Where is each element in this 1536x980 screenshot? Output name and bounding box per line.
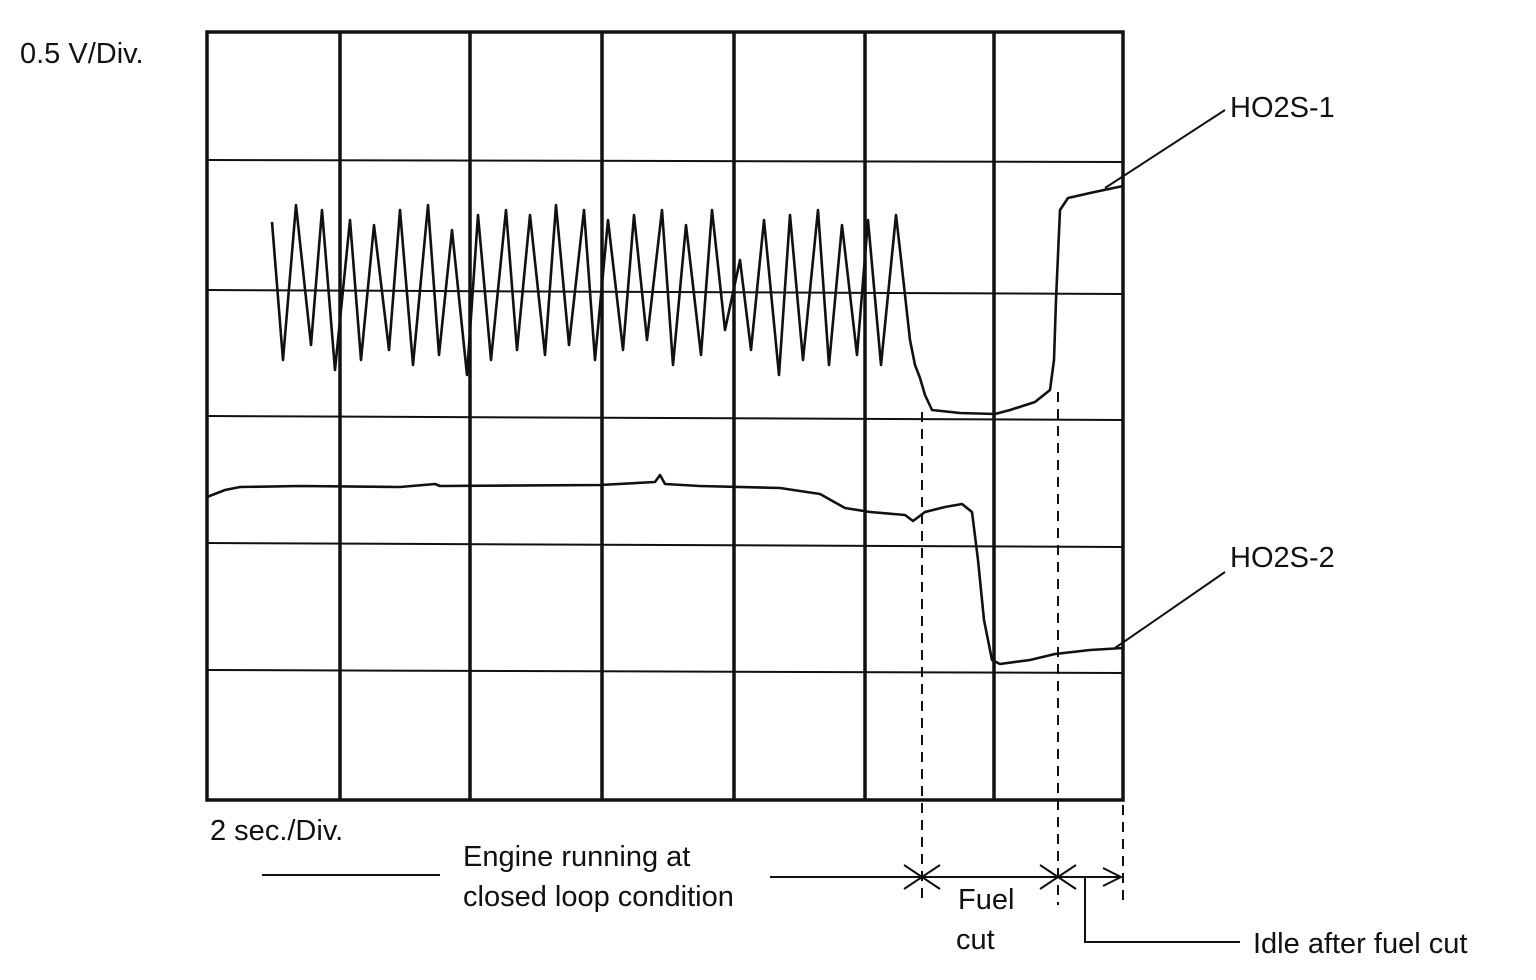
trace-label: HO2S-1 [1230, 92, 1335, 124]
grid-line [206, 289, 1124, 295]
vertical-scale: 0.5 V/Div. [20, 38, 144, 70]
grid-line [206, 159, 1124, 163]
ho2s-2-trace [206, 473, 1124, 666]
leader-line [1114, 571, 1226, 649]
leader-line [1104, 109, 1226, 189]
phase-label: Idle after fuel cut [1253, 928, 1467, 960]
phase-label: cut [956, 924, 995, 956]
phase-label: Engine running at [463, 841, 690, 873]
idle-bracket [1084, 877, 1240, 943]
phase-label: closed loop condition [463, 881, 734, 913]
grid [205, 30, 1125, 802]
grid-line [206, 669, 1124, 674]
grid-line [206, 542, 1124, 548]
horizontal-scale: 2 sec./Div. [210, 815, 343, 847]
trace-label: HO2S-2 [1230, 542, 1335, 574]
grid-line [206, 415, 1124, 421]
phase-marker [903, 864, 1124, 890]
phase-label: Fuel [958, 884, 1014, 916]
ho2s-1-trace [270, 184, 1124, 416]
